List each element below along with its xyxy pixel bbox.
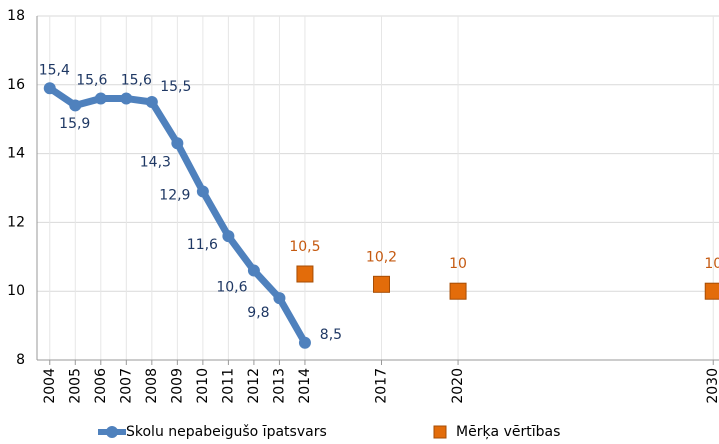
x-tick-label: 2013	[271, 368, 287, 404]
data-label: 10	[449, 256, 467, 272]
y-tick-label: 8	[16, 352, 25, 368]
legend-label: Mērķa vērtības	[456, 424, 560, 440]
x-tick-label: 2011	[220, 368, 236, 404]
x-tick-label: 2012	[246, 368, 262, 404]
y-tick-label: 18	[7, 8, 25, 24]
data-label: 14,3	[140, 154, 171, 170]
x-tick-label: 2020	[450, 368, 466, 404]
point	[43, 82, 56, 95]
x-tick-label: 2006	[93, 368, 109, 404]
x-tick-label: 2005	[67, 368, 83, 404]
x-tick-label: 2010	[195, 368, 211, 404]
point	[247, 264, 260, 277]
marker	[704, 282, 719, 300]
y-tick-label: 12	[7, 214, 25, 230]
data-label: 9,8	[247, 305, 269, 321]
point	[145, 96, 158, 108]
point	[273, 292, 286, 305]
x-tick-label: 2017	[374, 368, 390, 404]
data-label: 10,2	[366, 249, 397, 265]
marker	[373, 275, 390, 293]
legend-marker	[106, 426, 118, 438]
x-tick-label: 2007	[118, 368, 134, 404]
marker	[296, 265, 314, 283]
point	[69, 99, 82, 112]
point	[120, 92, 133, 105]
data-label: 10,6	[216, 280, 247, 296]
x-tick-label: 2004	[42, 368, 58, 404]
data-label: 10,5	[289, 239, 320, 255]
point	[298, 336, 311, 349]
x-tick-label: 2008	[144, 368, 160, 404]
x-tick-label: 2009	[169, 368, 185, 404]
point	[196, 185, 209, 198]
point	[222, 230, 235, 243]
legend-marker	[433, 425, 447, 439]
data-label: 15,6	[76, 73, 107, 89]
point	[171, 137, 184, 150]
y-tick-label: 10	[7, 283, 25, 299]
data-label: 15,5	[160, 79, 191, 95]
data-label: 15,6	[121, 73, 152, 89]
data-label: 15,9	[59, 116, 90, 132]
data-label: 12,9	[159, 187, 190, 203]
legend-label: Skolu nepabeigušo īpatsvars	[126, 424, 327, 440]
x-tick-label: 2030	[705, 368, 719, 404]
y-tick-label: 16	[7, 77, 25, 93]
data-label: 11,6	[187, 237, 218, 253]
point	[94, 92, 107, 105]
data-label: 8,5	[320, 327, 342, 343]
marker	[449, 282, 467, 300]
x-tick-label: 2014	[297, 368, 313, 404]
y-tick-label: 14	[7, 146, 25, 162]
data-label: 15,4	[39, 62, 70, 78]
data-label: 10	[704, 256, 719, 272]
